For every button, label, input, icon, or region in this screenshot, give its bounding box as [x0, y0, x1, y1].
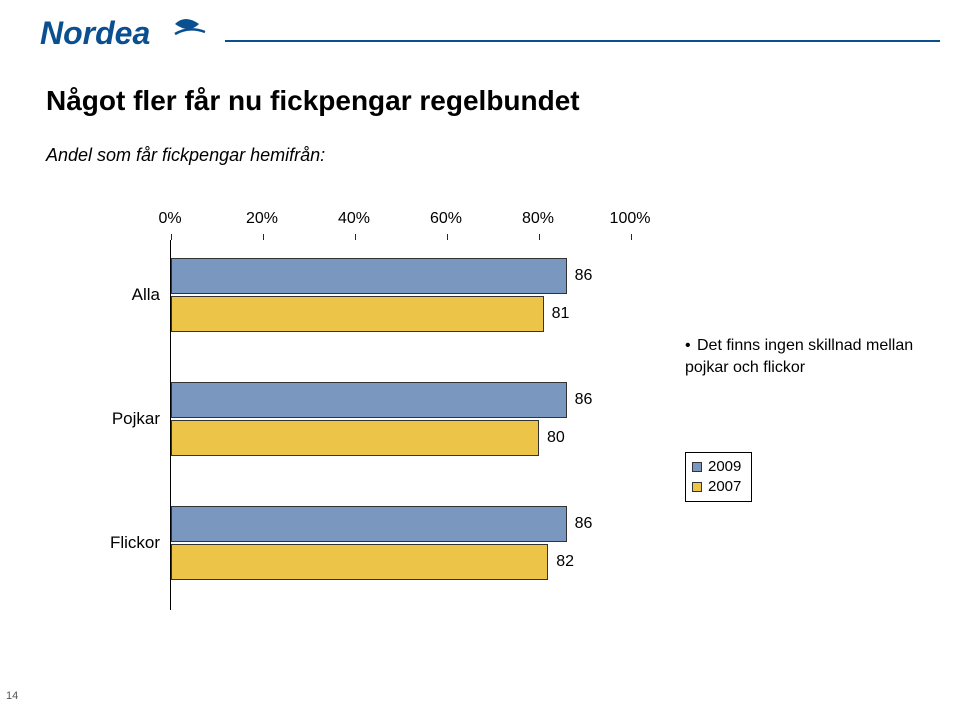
bar: [171, 506, 567, 542]
bar: [171, 544, 548, 580]
legend-label: 2007: [708, 477, 741, 497]
legend-item: 2009: [692, 457, 741, 477]
chart-note: •Det finns ingen skillnad mellan pojkar …: [685, 335, 925, 378]
bar-value-label: 86: [575, 391, 593, 409]
x-tick-label: 40%: [338, 210, 370, 228]
category-label: Alla: [90, 285, 160, 305]
gridline: [171, 234, 172, 240]
x-tick-label: 0%: [158, 210, 181, 228]
x-tick-label: 100%: [610, 210, 651, 228]
bar: [171, 420, 539, 456]
page-subtitle: Andel som får fickpengar hemifrån:: [46, 145, 325, 166]
x-tick-label: 80%: [522, 210, 554, 228]
gridline: [447, 234, 448, 240]
note-text: Det finns ingen skillnad mellan pojkar o…: [685, 337, 913, 376]
logo-swoosh-icon: [175, 29, 205, 34]
logo-wordmark: Nordea: [40, 15, 150, 51]
bullet-icon: •: [685, 335, 697, 357]
x-tick-label: 20%: [246, 210, 278, 228]
bar-value-label: 82: [556, 553, 574, 571]
category-label: Flickor: [90, 533, 160, 553]
page-number: 14: [6, 690, 18, 702]
bar: [171, 382, 567, 418]
page-title: Något fler får nu fickpengar regelbundet: [46, 85, 580, 117]
gridline: [539, 234, 540, 240]
header-divider: [225, 40, 940, 42]
bar-value-label: 86: [575, 515, 593, 533]
legend-label: 2009: [708, 457, 741, 477]
legend-swatch: [692, 462, 702, 472]
gridline: [631, 234, 632, 240]
gridline: [355, 234, 356, 240]
legend-swatch: [692, 482, 702, 492]
x-tick-label: 60%: [430, 210, 462, 228]
bar-value-label: 80: [547, 429, 565, 447]
nordea-logo: Nordea: [40, 14, 215, 59]
bar: [171, 258, 567, 294]
bar: [171, 296, 544, 332]
bar-value-label: 86: [575, 267, 593, 285]
bar-value-label: 81: [552, 305, 570, 323]
legend: 20092007: [685, 452, 752, 502]
legend-item: 2007: [692, 477, 741, 497]
bar-chart: 86 81 86 80 86 82 0% 20% 40% 60% 80% 100% Alla Pojka…: [90, 200, 660, 630]
gridline: [263, 234, 264, 240]
plot-area: 86 81 86 80 86 82: [170, 240, 630, 610]
logo-sail-icon: [175, 19, 199, 29]
category-label: Pojkar: [90, 409, 160, 429]
